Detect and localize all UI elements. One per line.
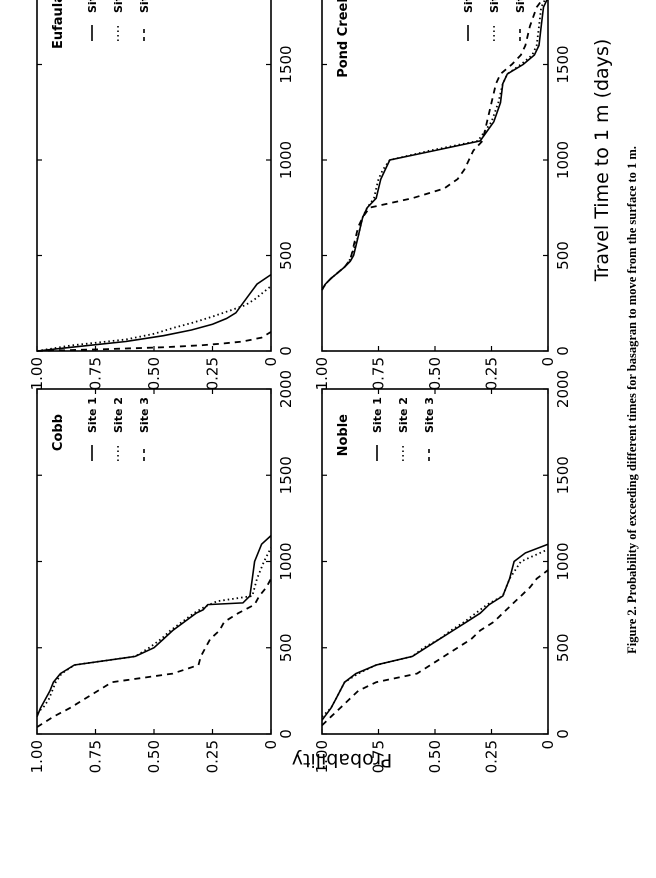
noble-site-3-line	[321, 569, 549, 727]
noble-y-tick-label: 0.25	[483, 740, 501, 773]
probability-axis-label: Probability	[292, 749, 392, 771]
travel-time-axis-label: Travel Time to 1 m (days)	[591, 39, 613, 283]
eufaula-plot-frame	[36, 0, 272, 352]
eufaula-y-tick-label: 0	[262, 357, 280, 367]
noble-x-tick-label: 1000	[554, 542, 572, 580]
pond-creek-y-tick-label: 1.00	[313, 357, 331, 390]
pond-creek-y-tick-label: 0.75	[370, 357, 388, 390]
cobb-y-tick-label: 1.00	[28, 740, 46, 773]
cobb-x-tick-label: 2000	[277, 370, 295, 408]
cobb-site-2-line	[36, 547, 272, 714]
pond-creek-y-tick-label: 0.25	[483, 357, 501, 390]
cobb-legend-label-site-1: Site 1	[86, 397, 99, 433]
pond-creek-site-1-line	[321, 0, 549, 291]
pond-creek-x-tick-label: 500	[554, 241, 572, 270]
cobb-panel-title: Cobb	[51, 414, 66, 451]
cobb-site-3-line	[36, 578, 272, 728]
eufaula-panel-title: Eufaula	[51, 0, 66, 49]
pond-creek-legend-label-site-3: Site 3	[514, 0, 527, 13]
figure-caption: Figure 2. Probability of exceeding diffe…	[625, 146, 639, 654]
cobb-y-tick-label: 0	[262, 740, 280, 750]
cobb-x-tick-label: 1500	[277, 456, 295, 494]
noble-panel: 0 500 1000 1500 2000 0 0.25 0.50 0.75 1.00 Noble Si…	[313, 370, 572, 774]
cobb-legend-label-site-2: Site 2	[112, 397, 125, 433]
noble-legend-label-site-3: Site 3	[423, 397, 436, 433]
eufaula-site-1-line	[36, 273, 272, 352]
eufaula-x-tick-label: 500	[277, 241, 295, 270]
pond-creek-legend-label-site-1: Site 1	[462, 0, 475, 13]
pond-creek-x-tick-label: 0	[554, 346, 572, 356]
noble-y-tick-label: 0.75	[370, 740, 388, 773]
cobb-site-1-line	[36, 535, 272, 718]
eufaula-y-tick-label: 0.50	[145, 357, 163, 390]
eufaula-legend-label-site-3: Site 3	[138, 0, 151, 13]
noble-x-tick-label: 500	[554, 633, 572, 662]
eufaula-legend-label-site-1: Site 1	[86, 0, 99, 13]
eufaula-site-3-line	[36, 331, 272, 352]
noble-y-tick-label: 1.00	[313, 740, 331, 773]
noble-site-2-line	[321, 548, 549, 718]
eufaula-panel: 050010001500200000.250.500.751.00Eufaula…	[28, 0, 295, 390]
eufaula-y-tick-label: 0.25	[204, 357, 222, 390]
pond-creek-panel-title: Pond Creek	[336, 0, 351, 78]
eufaula-legend-label-site-2: Site 2	[112, 0, 125, 13]
noble-y-tick-label: 0.50	[426, 740, 444, 773]
cobb-x-tick-label: 500	[277, 633, 295, 662]
pond-creek-plot-frame	[321, 0, 549, 352]
eufaula-y-tick-label: 0.75	[87, 357, 105, 390]
noble-x-tick-label: 1500	[554, 456, 572, 494]
eufaula-x-tick-label: 1500	[277, 45, 295, 83]
pond-creek-y-tick-label: 0.50	[426, 357, 444, 390]
noble-x-tick-label: 2000	[554, 370, 572, 408]
pond-creek-site-3-line	[321, 0, 549, 291]
eufaula-x-tick-label: 0	[277, 346, 295, 356]
noble-legend-label-site-2: Site 2	[397, 397, 410, 433]
cobb-y-tick-label: 0.75	[87, 740, 105, 773]
cobb-x-tick-label: 1000	[277, 542, 295, 580]
pond-creek-x-tick-label: 1000	[554, 141, 572, 179]
noble-y-tick-label: 0	[539, 740, 557, 750]
noble-x-tick-label: 0	[554, 729, 572, 739]
cobb-plot-frame	[36, 388, 272, 735]
pond-creek-x-tick-label: 1500	[554, 45, 572, 83]
cobb-y-tick-label: 0.25	[204, 740, 222, 773]
rotated-figure: 0 500 1000 1500 2000 0 0.25 0.50 0.75 1.00 Cobb Sit…	[28, 0, 639, 773]
noble-panel-title: Noble	[336, 414, 351, 457]
eufaula-x-tick-label: 1000	[277, 141, 295, 179]
pond-creek-y-tick-label: 0	[539, 357, 557, 367]
noble-legend-label-site-1: Site 1	[371, 397, 384, 433]
eufaula-site-2-line	[36, 285, 272, 352]
pond-creek-legend-label-site-2: Site 2	[488, 0, 501, 13]
eufaula-y-tick-label: 1.00	[28, 357, 46, 390]
cobb-x-tick-label: 0	[277, 729, 295, 739]
cobb-legend-label-site-3: Site 3	[138, 397, 151, 433]
cobb-y-tick-label: 0.50	[145, 740, 163, 773]
cobb-panel: 0 500 1000 1500 2000 0 0.25 0.50 0.75 1.00 Cobb Sit…	[28, 370, 295, 774]
